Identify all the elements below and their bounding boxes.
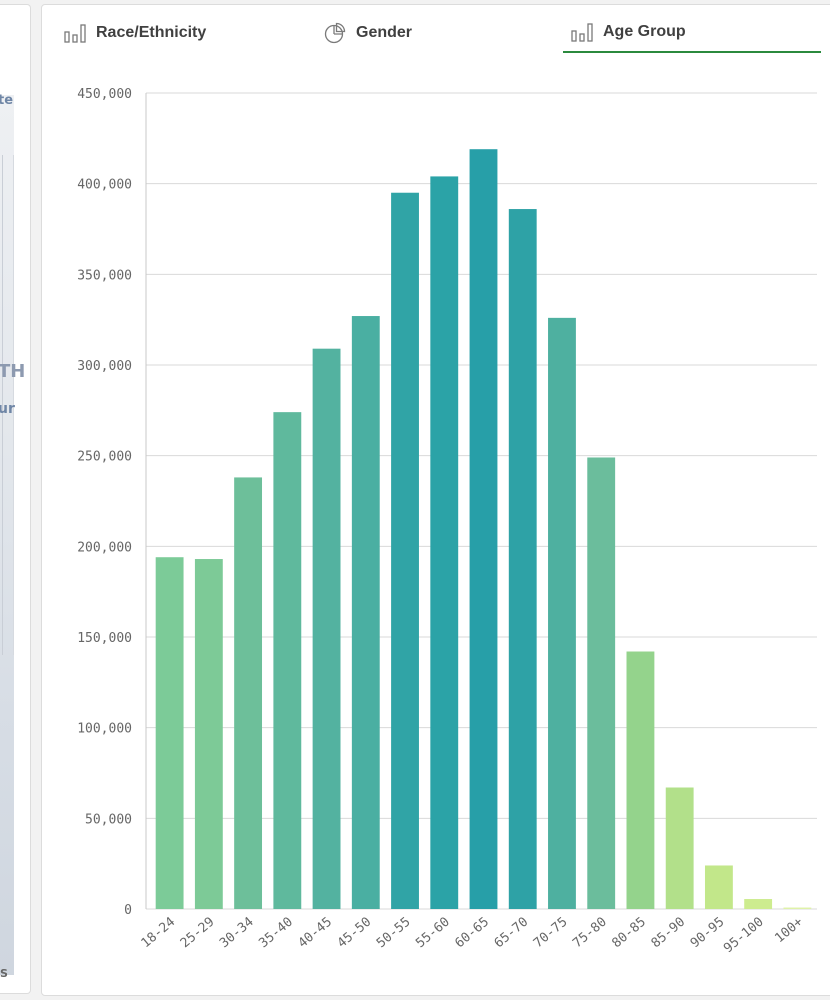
y-tick-label: 0 [124, 903, 132, 918]
bar-18-24[interactable] [155, 557, 184, 909]
bar-30-34[interactable] [234, 477, 263, 909]
x-tick-label: 50-55 [374, 915, 414, 952]
bar-100+[interactable] [783, 907, 812, 909]
x-tick-label: 18-24 [139, 914, 179, 951]
x-tick-label: 45-50 [335, 915, 375, 952]
tab-race-ethnicity[interactable]: Race/Ethnicity [64, 13, 206, 53]
tab-age-group[interactable]: Age Group [563, 13, 821, 53]
x-tick-label: 35-40 [256, 915, 296, 952]
map-label-fragment: TH [0, 361, 26, 382]
y-tick-label: 400,000 [77, 178, 132, 193]
tab-label: Age Group [603, 23, 686, 40]
y-tick-label: 250,000 [77, 450, 132, 465]
x-tick-label: 65-70 [492, 915, 532, 952]
bar-75-80[interactable] [587, 457, 616, 909]
x-tick-label: 25-29 [178, 915, 218, 952]
x-tick-label: 80-85 [609, 915, 649, 952]
bar-35-40[interactable] [273, 412, 302, 909]
bar-85-90[interactable] [665, 787, 694, 909]
bar-60-65[interactable] [469, 149, 498, 910]
y-tick-label: 50,000 [85, 812, 132, 827]
bar-chart-icon [64, 24, 86, 43]
y-tick-label: 350,000 [77, 268, 132, 283]
x-tick-label: 95-100 [721, 915, 767, 957]
x-tick-label: 30-34 [217, 914, 257, 951]
bar-25-29[interactable] [194, 559, 223, 909]
y-tick-label: 150,000 [77, 631, 132, 646]
left-map-panel: te TH ur S [0, 4, 31, 994]
tab-label: Gender [356, 24, 413, 41]
y-tick-label: 300,000 [77, 359, 132, 374]
bar-95-100[interactable] [744, 899, 773, 909]
x-tick-label: 55-60 [413, 915, 453, 952]
y-tick-label: 100,000 [77, 722, 132, 737]
x-tick-label: 40-45 [296, 915, 336, 952]
bar-40-45[interactable] [312, 348, 341, 909]
bar-chart-icon [571, 23, 593, 42]
age-group-bar-chart: 0 50,000 100,000 150,000 200,000 250,000 300,0… [77, 87, 817, 957]
map-thumbnail [0, 95, 14, 975]
x-tick-label: 85-90 [649, 915, 689, 952]
x-tick-label: 60-65 [452, 915, 492, 952]
tab-gender[interactable]: Gender [324, 13, 412, 53]
tab-label: Race/Ethnicity [96, 24, 207, 41]
pie-chart-icon [324, 22, 346, 44]
bar-45-50[interactable] [351, 316, 380, 909]
bar-70-75[interactable] [548, 317, 576, 909]
map-label-fragment: ur [0, 401, 15, 417]
map-label-fragment: te [0, 93, 14, 108]
bar-50-55[interactable] [391, 192, 419, 909]
bar-55-60[interactable] [430, 176, 459, 909]
x-tick-label: 70-75 [531, 915, 571, 952]
bar-90-95[interactable] [704, 865, 733, 909]
y-tick-label: 200,000 [77, 540, 132, 555]
bar-65-70[interactable] [508, 209, 537, 909]
x-tick-label: 100+ [772, 914, 806, 946]
chart-panel: Race/Ethnicity Gender Age Group 0 50,000 1… [41, 4, 830, 996]
map-label-fragment: S [0, 967, 8, 980]
bar-80-85[interactable] [626, 651, 655, 909]
x-tick-label: 75-80 [570, 915, 610, 952]
y-tick-label: 450,000 [77, 87, 132, 102]
